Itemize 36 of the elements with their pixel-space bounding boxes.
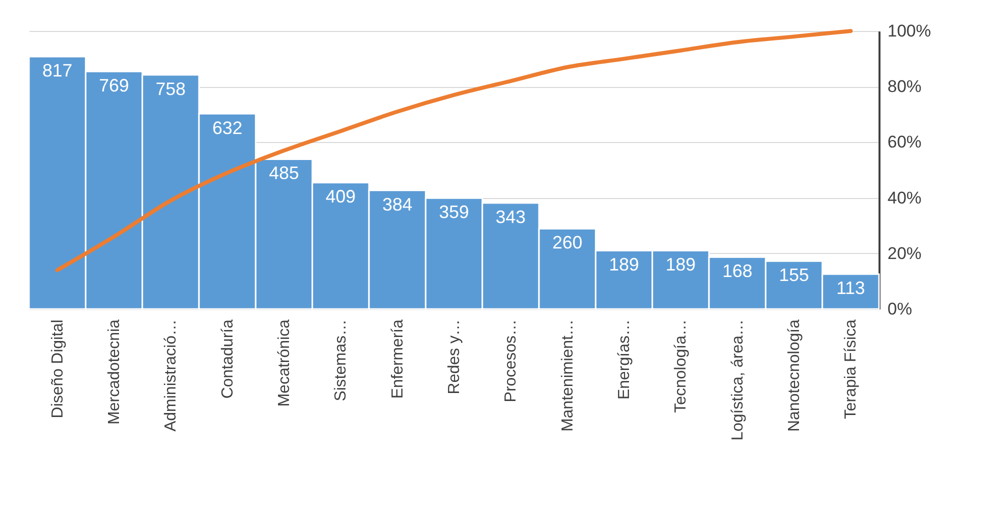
data-label: 485 (268, 163, 300, 184)
data-label: 113 (836, 278, 866, 298)
x-tick-label: Tecnología… (672, 320, 690, 413)
data-label: 155 (778, 265, 810, 286)
data-label: 343 (496, 207, 526, 228)
x-tick-label: Contaduría (219, 319, 236, 399)
x-tick-label: Diseño Digital (49, 320, 66, 418)
data-label: 769 (98, 75, 130, 96)
data-label: 189 (666, 254, 696, 275)
data-label: 260 (552, 232, 582, 253)
data-label: 632 (212, 118, 242, 138)
data-label: 384 (382, 194, 412, 214)
x-tick-label: Redes y… (446, 320, 463, 394)
x-tick-label: Administració… (162, 320, 180, 432)
data-label: 189 (608, 254, 640, 275)
data-label: 168 (722, 261, 752, 282)
y2-tick-label: 0% (888, 300, 912, 318)
data-label: 359 (438, 202, 470, 222)
x-tick-label: Enfermería (389, 319, 406, 399)
x-tick-label: Energías… (616, 320, 633, 400)
x-tick-label: Nanotecnología (786, 319, 803, 432)
y2-tick-label: 40% (888, 188, 922, 208)
data-label: 758 (156, 78, 186, 99)
data-label: 817 (42, 60, 72, 81)
y2-tick-label: 100% (888, 22, 931, 40)
y2-tick-label: 80% (888, 77, 922, 96)
y2-tick-label: 20% (888, 244, 922, 263)
x-tick-label: Mantenimient… (559, 320, 576, 432)
x-tick-label: Sistemas… (332, 320, 350, 402)
x-tick-label: Mecatrónica (276, 319, 293, 407)
x-tick-label: Terapia Física (842, 319, 860, 420)
data-label: 409 (326, 186, 356, 207)
x-tick-label: Mercadotecnia (106, 319, 123, 424)
x-tick-label: Logística, área… (729, 320, 746, 440)
y2-tick-label: 60% (888, 132, 922, 152)
x-tick-label: Procesos… (502, 320, 520, 402)
